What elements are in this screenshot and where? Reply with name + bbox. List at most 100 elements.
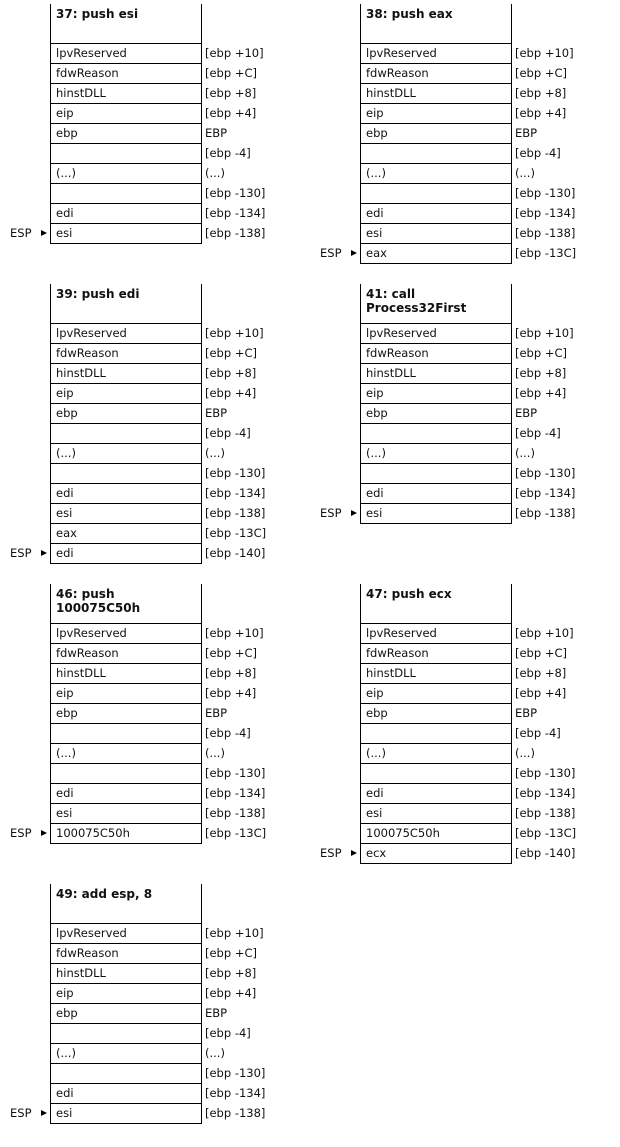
slot-address: [ebp +C] xyxy=(205,946,257,960)
slot-address: [ebp +C] xyxy=(515,66,567,80)
slot-address: [ebp -130] xyxy=(205,186,266,200)
stack-slot: hinstDLL xyxy=(51,964,201,984)
stack-slot: ecx xyxy=(361,844,511,864)
slot-address: [ebp -134] xyxy=(515,786,576,800)
esp-label: ESP xyxy=(320,506,342,520)
esp-label: ESP xyxy=(320,846,342,860)
esp-label: ESP xyxy=(10,226,32,240)
slot-address: [ebp -13C] xyxy=(205,526,267,540)
slot-address: [ebp -4] xyxy=(515,726,561,740)
slot-address: [ebp -4] xyxy=(205,726,251,740)
stack-slot: eip xyxy=(361,684,511,704)
stack-slot xyxy=(361,724,511,744)
stack-frame-panel: [ebp +10] [ebp +C] [ebp +8] [ebp +4] EBP [ebp… xyxy=(10,884,310,1124)
stack-slot: lpvReserved xyxy=(51,324,201,344)
stack-slot: hinstDLL xyxy=(361,364,511,384)
slot-address: [ebp -140] xyxy=(515,846,576,860)
slot-address: [ebp +10] xyxy=(515,326,574,340)
stack-slot: edi xyxy=(51,1084,201,1104)
esp-arrow-icon xyxy=(41,1110,47,1116)
slot-address: [ebp +10] xyxy=(205,926,264,940)
frame-title: 47: push ecx xyxy=(361,584,511,624)
stack-slot: fdwReason xyxy=(361,64,511,84)
stack-slot: eip xyxy=(51,104,201,124)
esp-arrow-icon xyxy=(41,230,47,236)
slot-address: EBP xyxy=(515,126,538,140)
slot-address: [ebp +4] xyxy=(515,386,567,400)
stack-slot xyxy=(51,1064,201,1084)
slot-address: [ebp +8] xyxy=(205,86,257,100)
slot-address: [ebp +8] xyxy=(515,666,567,680)
slot-address: [ebp +10] xyxy=(515,46,574,60)
stack-slot: ebp xyxy=(51,124,201,144)
slot-address: [ebp -138] xyxy=(205,1106,266,1120)
stack-slot xyxy=(51,1024,201,1044)
slot-address: [ebp -134] xyxy=(515,206,576,220)
stack-slot: hinstDLL xyxy=(51,84,201,104)
stack-slot: lpvReserved xyxy=(51,624,201,644)
stack-slot: eip xyxy=(361,384,511,404)
stack-slot: (...) xyxy=(361,744,511,764)
slot-address: [ebp +4] xyxy=(205,106,257,120)
stack-slot xyxy=(51,424,201,444)
esp-arrow-icon xyxy=(351,250,357,256)
slot-address: [ebp -4] xyxy=(515,426,561,440)
stack-slot: hinstDLL xyxy=(361,664,511,684)
stack-slot: edi xyxy=(51,204,201,224)
slot-address: [ebp +4] xyxy=(205,986,257,1000)
slot-address: [ebp +10] xyxy=(205,326,264,340)
stack-slot: (...) xyxy=(51,444,201,464)
slot-address: [ebp -134] xyxy=(205,486,266,500)
stack-slot: eip xyxy=(361,104,511,124)
stack-slot: eip xyxy=(51,984,201,1004)
slot-address: [ebp +C] xyxy=(205,346,257,360)
stack-frame-panel: [ebp +10] [ebp +C] [ebp +8] [ebp +4] EBP [ebp… xyxy=(10,4,310,244)
slot-address: [ebp -13C] xyxy=(515,246,577,260)
stack-frame-panel: [ebp +10] [ebp +C] [ebp +8] [ebp +4] EBP [ebp… xyxy=(320,284,620,524)
slot-address: [ebp +10] xyxy=(515,626,574,640)
stack-slot: 100075C50h xyxy=(361,824,511,844)
slot-address: [ebp -130] xyxy=(205,1066,266,1080)
slot-address: (...) xyxy=(515,446,535,460)
slot-address: [ebp +C] xyxy=(205,66,257,80)
slot-address: [ebp -138] xyxy=(205,506,266,520)
stack-slot: (...) xyxy=(51,744,201,764)
slot-address: [ebp -138] xyxy=(515,226,576,240)
slot-address: (...) xyxy=(515,746,535,760)
stack-column: 37: push esi lpvReserved fdwReason hinstDLL… xyxy=(50,4,202,244)
stack-slot: (...) xyxy=(361,444,511,464)
stack-slot xyxy=(51,764,201,784)
stack-slot: fdwReason xyxy=(51,344,201,364)
stack-slot: hinstDLL xyxy=(361,84,511,104)
slot-address: EBP xyxy=(205,406,228,420)
stack-slot: fdwReason xyxy=(51,64,201,84)
stack-frame-panel: [ebp +10] [ebp +C] [ebp +8] [ebp +4] EBP [ebp… xyxy=(320,584,620,864)
stack-slot: fdwReason xyxy=(361,644,511,664)
esp-arrow-icon xyxy=(351,510,357,516)
stack-slot: hinstDLL xyxy=(51,664,201,684)
slot-address: [ebp -130] xyxy=(515,766,576,780)
stack-slot xyxy=(51,184,201,204)
stack-slot: esi xyxy=(361,504,511,524)
stack-slot xyxy=(361,764,511,784)
slot-address: [ebp -134] xyxy=(205,786,266,800)
slot-address: [ebp -130] xyxy=(205,766,266,780)
stack-slot: fdwReason xyxy=(361,344,511,364)
stack-slot: ebp xyxy=(361,704,511,724)
slot-address: [ebp -4] xyxy=(515,146,561,160)
slot-address: (...) xyxy=(205,446,225,460)
slot-address: [ebp -130] xyxy=(515,466,576,480)
stack-slot xyxy=(51,144,201,164)
slot-address: [ebp -130] xyxy=(515,186,576,200)
slot-address: [ebp -134] xyxy=(205,206,266,220)
slot-address: EBP xyxy=(205,1006,228,1020)
stack-slot: eax xyxy=(51,524,201,544)
slot-address: EBP xyxy=(515,406,538,420)
slot-address: [ebp +4] xyxy=(205,686,257,700)
stack-slot: edi xyxy=(51,544,201,564)
stack-slot: ebp xyxy=(51,704,201,724)
stack-slot: 100075C50h xyxy=(51,824,201,844)
esp-arrow-icon xyxy=(41,550,47,556)
slot-address: [ebp -13C] xyxy=(515,826,577,840)
stack-slot xyxy=(361,464,511,484)
